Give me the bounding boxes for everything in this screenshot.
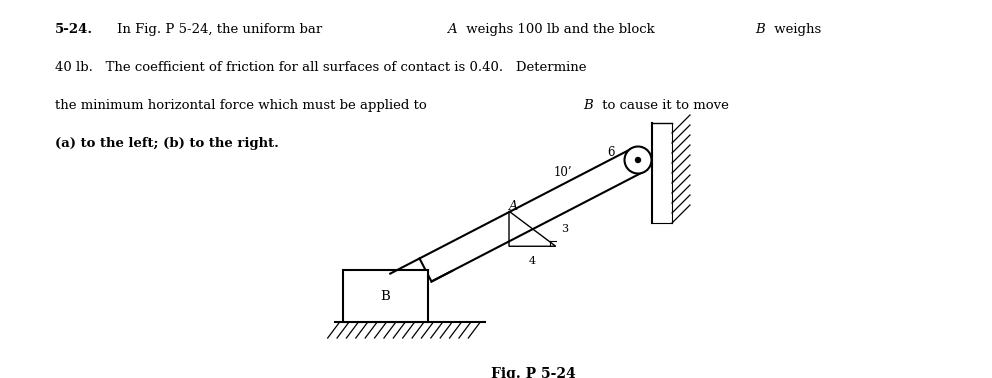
Text: the minimum horizontal force which must be applied to: the minimum horizontal force which must … <box>55 99 431 112</box>
Text: A: A <box>447 23 456 36</box>
Text: 4: 4 <box>529 256 536 266</box>
Text: 5-24.: 5-24. <box>55 23 93 36</box>
Circle shape <box>636 158 641 163</box>
Text: to cause it to move: to cause it to move <box>598 99 729 112</box>
Polygon shape <box>420 149 644 282</box>
Text: weighs: weighs <box>770 23 821 36</box>
Text: Fig. P 5-24: Fig. P 5-24 <box>491 367 576 378</box>
Text: weighs 100 lb and the block: weighs 100 lb and the block <box>462 23 659 36</box>
Text: 40 lb.   The coefficient of friction for all surfaces of contact is 0.40.   Dete: 40 lb. The coefficient of friction for a… <box>55 61 586 74</box>
Text: A: A <box>509 200 518 213</box>
Text: In Fig. P 5-24, the uniform bar: In Fig. P 5-24, the uniform bar <box>117 23 326 36</box>
Circle shape <box>625 147 652 174</box>
Bar <box>342 270 428 322</box>
Text: (a) to the left; (b) to the right.: (a) to the left; (b) to the right. <box>55 137 279 150</box>
Text: B: B <box>755 23 765 36</box>
Text: 3: 3 <box>560 224 567 234</box>
Text: 6: 6 <box>607 147 615 160</box>
Text: B: B <box>583 99 593 112</box>
Text: B: B <box>380 290 390 302</box>
Text: 10’: 10’ <box>554 166 572 179</box>
